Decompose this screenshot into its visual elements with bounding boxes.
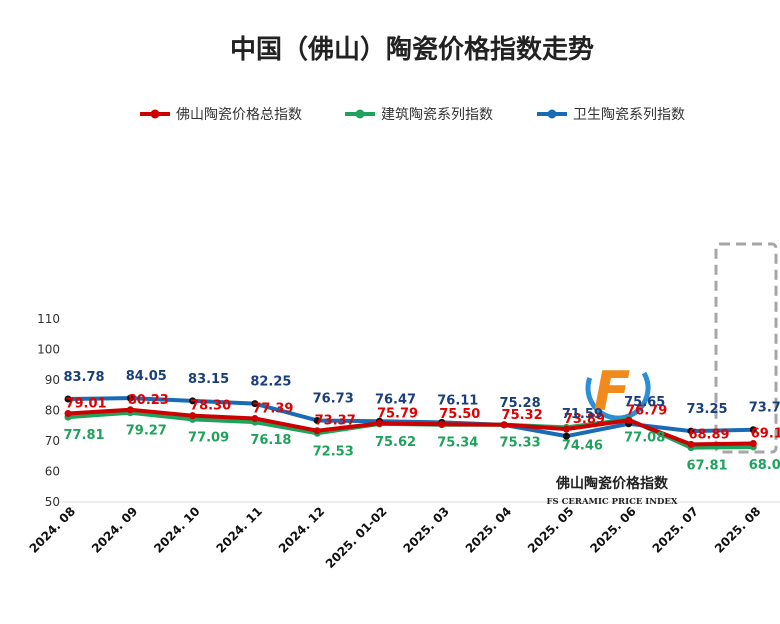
label-total: 73.37 bbox=[315, 414, 356, 429]
series-point-0 bbox=[500, 421, 508, 429]
y-tick-label: 90 bbox=[45, 373, 60, 387]
label-total: 68.89 bbox=[688, 427, 729, 442]
label-sanitary: 83.15 bbox=[188, 372, 229, 387]
label-sanitary: 76.11 bbox=[437, 393, 478, 408]
logo: F 佛山陶瓷价格指数 FS CERAMIC PRICE INDEX bbox=[547, 355, 678, 507]
label-sanitary: 76.47 bbox=[375, 392, 416, 407]
label-sanitary: 75.28 bbox=[500, 396, 541, 411]
series-point-2 bbox=[749, 426, 757, 434]
series-point-0 bbox=[438, 420, 446, 428]
label-sanitary: 83.78 bbox=[63, 370, 104, 385]
x-tick-label: 2024. 10 bbox=[151, 504, 203, 556]
label-building: 77.81 bbox=[63, 428, 104, 443]
label-building: 67.81 bbox=[686, 459, 727, 474]
x-axis: 2024. 08 2024. 09 2024. 10 2024. 11 2024. 12… bbox=[27, 501, 780, 571]
logo-letter: F bbox=[594, 360, 631, 423]
series-point-0 bbox=[251, 414, 259, 422]
label-total: 78.30 bbox=[190, 399, 231, 414]
y-axis: 50 60 70 80 90 100 110 bbox=[37, 312, 60, 509]
x-tick-label: 2025. 01-02 bbox=[323, 504, 390, 571]
highlight-box-group bbox=[714, 242, 778, 454]
series-point-2 bbox=[189, 397, 197, 405]
label-building: 74.46 bbox=[562, 438, 603, 453]
x-tick-label: 2025. 04 bbox=[463, 504, 515, 556]
x-tick-label: 2025. 07 bbox=[650, 504, 702, 556]
series-point-2 bbox=[562, 432, 570, 440]
label-sanitary: 73.70 bbox=[749, 401, 780, 416]
label-building: 75.62 bbox=[375, 435, 416, 450]
y-tick-label: 60 bbox=[45, 465, 60, 479]
label-total: 73.89 bbox=[564, 412, 605, 427]
label-total: 69.18 bbox=[751, 427, 780, 442]
series-line-0 bbox=[67, 407, 754, 447]
series-point-2 bbox=[251, 400, 259, 408]
x-tick-label: 2024. 11 bbox=[214, 504, 266, 556]
label-building: 77.09 bbox=[188, 430, 229, 445]
x-tick-label: 2024. 08 bbox=[27, 504, 79, 556]
x-tick-label: 2025. 08 bbox=[712, 504, 764, 556]
label-building: 68.05 bbox=[749, 458, 780, 473]
x-tick-label: 2025. 05 bbox=[525, 504, 577, 556]
series-point-0 bbox=[749, 440, 757, 448]
label-building: 75.34 bbox=[437, 436, 478, 451]
label-building: 76.18 bbox=[250, 433, 291, 448]
series-point-0 bbox=[189, 412, 197, 420]
series-group bbox=[64, 394, 757, 452]
label-building: 75.33 bbox=[500, 436, 541, 451]
series-point-0 bbox=[625, 416, 633, 424]
label-building: 77.08 bbox=[624, 430, 665, 445]
series-point-2 bbox=[687, 427, 695, 435]
x-tick-label: 2024. 12 bbox=[276, 504, 328, 556]
series-point-2 bbox=[126, 394, 134, 402]
y-tick-label: 70 bbox=[45, 434, 60, 448]
label-total: 76.79 bbox=[626, 403, 667, 418]
label-sanitary: 82.25 bbox=[250, 375, 291, 390]
y-tick-label: 100 bbox=[37, 343, 60, 357]
logo-name: 佛山陶瓷价格指数 bbox=[555, 475, 669, 492]
series-point-0 bbox=[64, 410, 72, 418]
label-total: 75.32 bbox=[502, 408, 543, 423]
series-point-0 bbox=[313, 427, 321, 435]
y-tick-label: 110 bbox=[37, 312, 60, 326]
label-total: 75.79 bbox=[377, 406, 418, 421]
x-tick-label: 2024. 09 bbox=[89, 504, 141, 556]
series-point-2 bbox=[64, 395, 72, 403]
legend-marker-1 bbox=[355, 109, 365, 119]
label-total: 77.39 bbox=[252, 401, 293, 416]
y-tick-label: 80 bbox=[45, 404, 60, 418]
x-tick-label: 2025. 03 bbox=[400, 504, 452, 556]
series-point-0 bbox=[687, 440, 695, 448]
label-sanitary: 73.25 bbox=[686, 402, 727, 417]
highlight-box bbox=[714, 242, 778, 454]
label-sanitary: 75.65 bbox=[624, 395, 665, 410]
x-tick-label: 2025. 06 bbox=[587, 504, 639, 556]
legend-label-0: 佛山陶瓷价格总指数 bbox=[176, 107, 302, 123]
label-total: 80.23 bbox=[128, 393, 169, 408]
series-point-0 bbox=[376, 419, 383, 427]
label-sanitary: 71.59 bbox=[562, 407, 603, 422]
legend: 佛山陶瓷价格总指数 建筑陶瓷系列指数 卫生陶瓷系列指数 bbox=[140, 107, 685, 123]
label-sanitary: 84.05 bbox=[126, 369, 167, 384]
logo-ring bbox=[585, 355, 651, 421]
legend-marker-2 bbox=[547, 109, 557, 119]
chart-title: 中国（佛山）陶瓷价格指数走势 bbox=[230, 34, 594, 65]
label-sanitary: 76.73 bbox=[313, 391, 354, 406]
legend-label-2: 卫生陶瓷系列指数 bbox=[573, 107, 685, 123]
legend-label-1: 建筑陶瓷系列指数 bbox=[381, 107, 493, 123]
y-tick-label: 50 bbox=[45, 495, 60, 509]
label-total: 79.01 bbox=[65, 397, 106, 412]
series-point-2 bbox=[313, 416, 321, 424]
label-building: 72.53 bbox=[313, 444, 354, 459]
legend-marker-0 bbox=[150, 109, 160, 119]
label-total: 75.50 bbox=[439, 407, 480, 422]
series-point-0 bbox=[126, 406, 134, 414]
series-point-0 bbox=[562, 425, 570, 433]
data-labels: 79.01 80.23 78.30 77.39 73.37 75.79 75.50 75.32… bbox=[63, 369, 780, 474]
logo-subtitle: FS CERAMIC PRICE INDEX bbox=[547, 497, 678, 507]
label-building: 79.27 bbox=[126, 424, 167, 439]
